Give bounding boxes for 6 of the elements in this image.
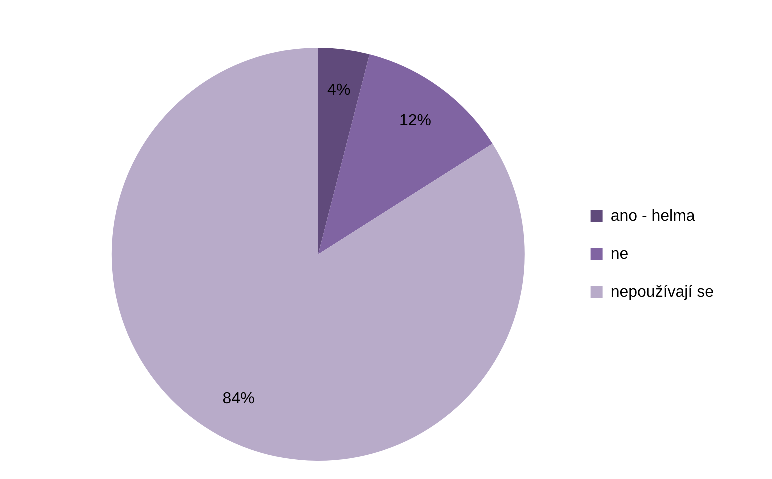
legend-label: nepoužívají se (610, 284, 714, 301)
data-label: 4% (328, 82, 351, 100)
legend-label: ano - helma (610, 208, 696, 225)
data-label: 12% (399, 112, 432, 130)
data-label: 84% (222, 390, 255, 408)
legend-label: ne (610, 246, 629, 263)
